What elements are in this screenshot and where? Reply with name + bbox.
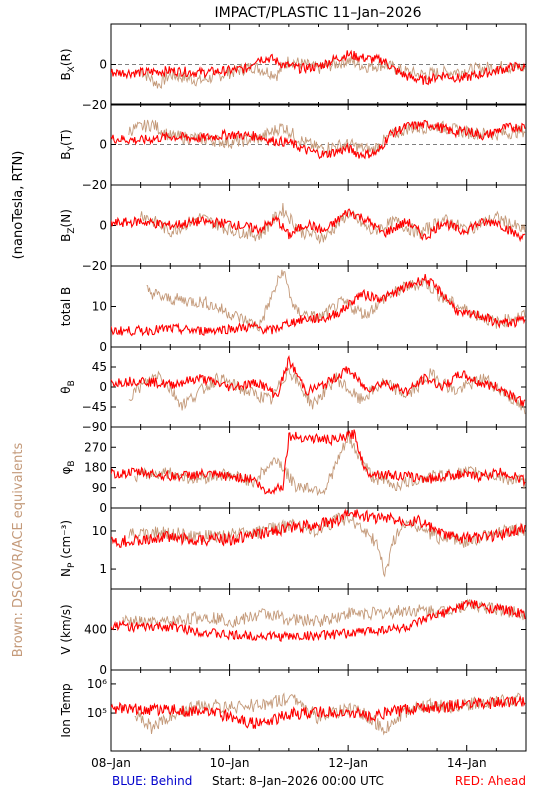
brown-side-label: Brown: DSCOVR/ACE equivalents xyxy=(11,443,26,658)
y-tick-label: 0 xyxy=(99,501,107,515)
red-series-line xyxy=(111,49,526,86)
panel-bx: 0 −20 BX(R) xyxy=(59,23,527,112)
y-axis-label: BX(R) xyxy=(59,48,77,80)
y-tick-label: 400 xyxy=(84,623,107,637)
panel-by: 0 −20 BY(T) xyxy=(59,103,527,192)
x-tick-label: 14–Jan xyxy=(447,756,487,770)
y-tick-label: 270 xyxy=(84,440,107,454)
red-series-line xyxy=(111,696,526,729)
panel-btot: 10 0 total B xyxy=(59,265,527,354)
y-axis-label: φB xyxy=(59,460,77,474)
red-series-line xyxy=(111,429,526,496)
y-axis-label: V (km/s) xyxy=(59,604,73,654)
brown-series-line xyxy=(140,202,526,245)
y-tick-label: 90 xyxy=(92,481,107,495)
y-tick-label: −45 xyxy=(82,400,107,414)
y-tick-label: −20 xyxy=(82,98,107,112)
panel-frame xyxy=(110,588,527,671)
brown-series-line xyxy=(122,598,526,630)
red-series-line xyxy=(111,274,526,337)
y-tick-label: −20 xyxy=(82,259,107,273)
x-tick-label: 08–Jan xyxy=(91,756,131,770)
y-axis-label: total B xyxy=(59,287,73,327)
y-tick-label: 0 xyxy=(99,219,107,233)
panel-np: 10 1 NP (cm⁻³) xyxy=(59,507,527,590)
panel-frame xyxy=(110,507,527,590)
y-tick-label: 10 xyxy=(92,524,107,538)
y-axis-label: BZ(N) xyxy=(59,209,77,242)
y-tick-label: 10 xyxy=(92,300,107,314)
y-axis-label: θB xyxy=(59,380,77,394)
y-axis-label: Ion Temp xyxy=(59,683,73,737)
panel-temp: 10⁶ 10⁵ Ion Temp xyxy=(59,669,527,752)
y-axis-label: BY(T) xyxy=(59,129,77,159)
footer-blue-label: BLUE: Behind xyxy=(112,774,192,788)
panel-frame xyxy=(110,346,527,428)
y-tick-label: 0 xyxy=(99,380,107,394)
y-tick-label: 10⁶ xyxy=(87,677,107,691)
y-tick-label: 45 xyxy=(92,360,107,374)
y-tick-label: 1 xyxy=(99,562,107,576)
red-series-line xyxy=(111,355,526,407)
panel-v: 400 0 V (km/s) xyxy=(59,588,527,677)
panel-bz: 0 −20 BZ(N) xyxy=(59,184,527,273)
red-series-line xyxy=(111,208,526,243)
y-tick-label: −90 xyxy=(82,420,107,434)
chart-title: IMPACT/PLASTIC 11–Jan–2026 xyxy=(214,5,421,21)
y-tick-label: 0 xyxy=(99,138,107,152)
y-tick-label: 0 xyxy=(99,663,107,677)
units-side-label: (nanoTesla, RTN) xyxy=(11,151,26,260)
x-tick-label: 12–Jan xyxy=(328,756,368,770)
red-series-line xyxy=(111,599,526,643)
footer-start-label: Start: 8–Jan–2026 00:00 UTC xyxy=(212,774,384,788)
panel-phi: 270 180 90 0 φB xyxy=(59,426,527,515)
y-axis-label: NP (cm⁻³) xyxy=(59,520,77,577)
x-axis-tick-labels: 08–Jan 10–Jan 12–Jan 14–Jan xyxy=(91,756,486,770)
panel-frame xyxy=(110,265,527,348)
y-tick-label: 10⁵ xyxy=(87,706,107,720)
y-tick-label: 0 xyxy=(99,340,107,354)
x-tick-label: 10–Jan xyxy=(210,756,250,770)
y-tick-label: 0 xyxy=(99,58,107,72)
panel-theta: 45 0 −45 −90 θB xyxy=(59,346,527,434)
brown-series-line xyxy=(134,692,526,736)
y-tick-label: −20 xyxy=(82,178,107,192)
footer-red-label: RED: Ahead xyxy=(455,774,526,788)
brown-series-line xyxy=(146,269,526,332)
red-series-line xyxy=(111,119,526,160)
red-series-line xyxy=(111,508,526,548)
y-tick-label: 180 xyxy=(84,461,107,475)
brown-series-line xyxy=(134,432,526,497)
